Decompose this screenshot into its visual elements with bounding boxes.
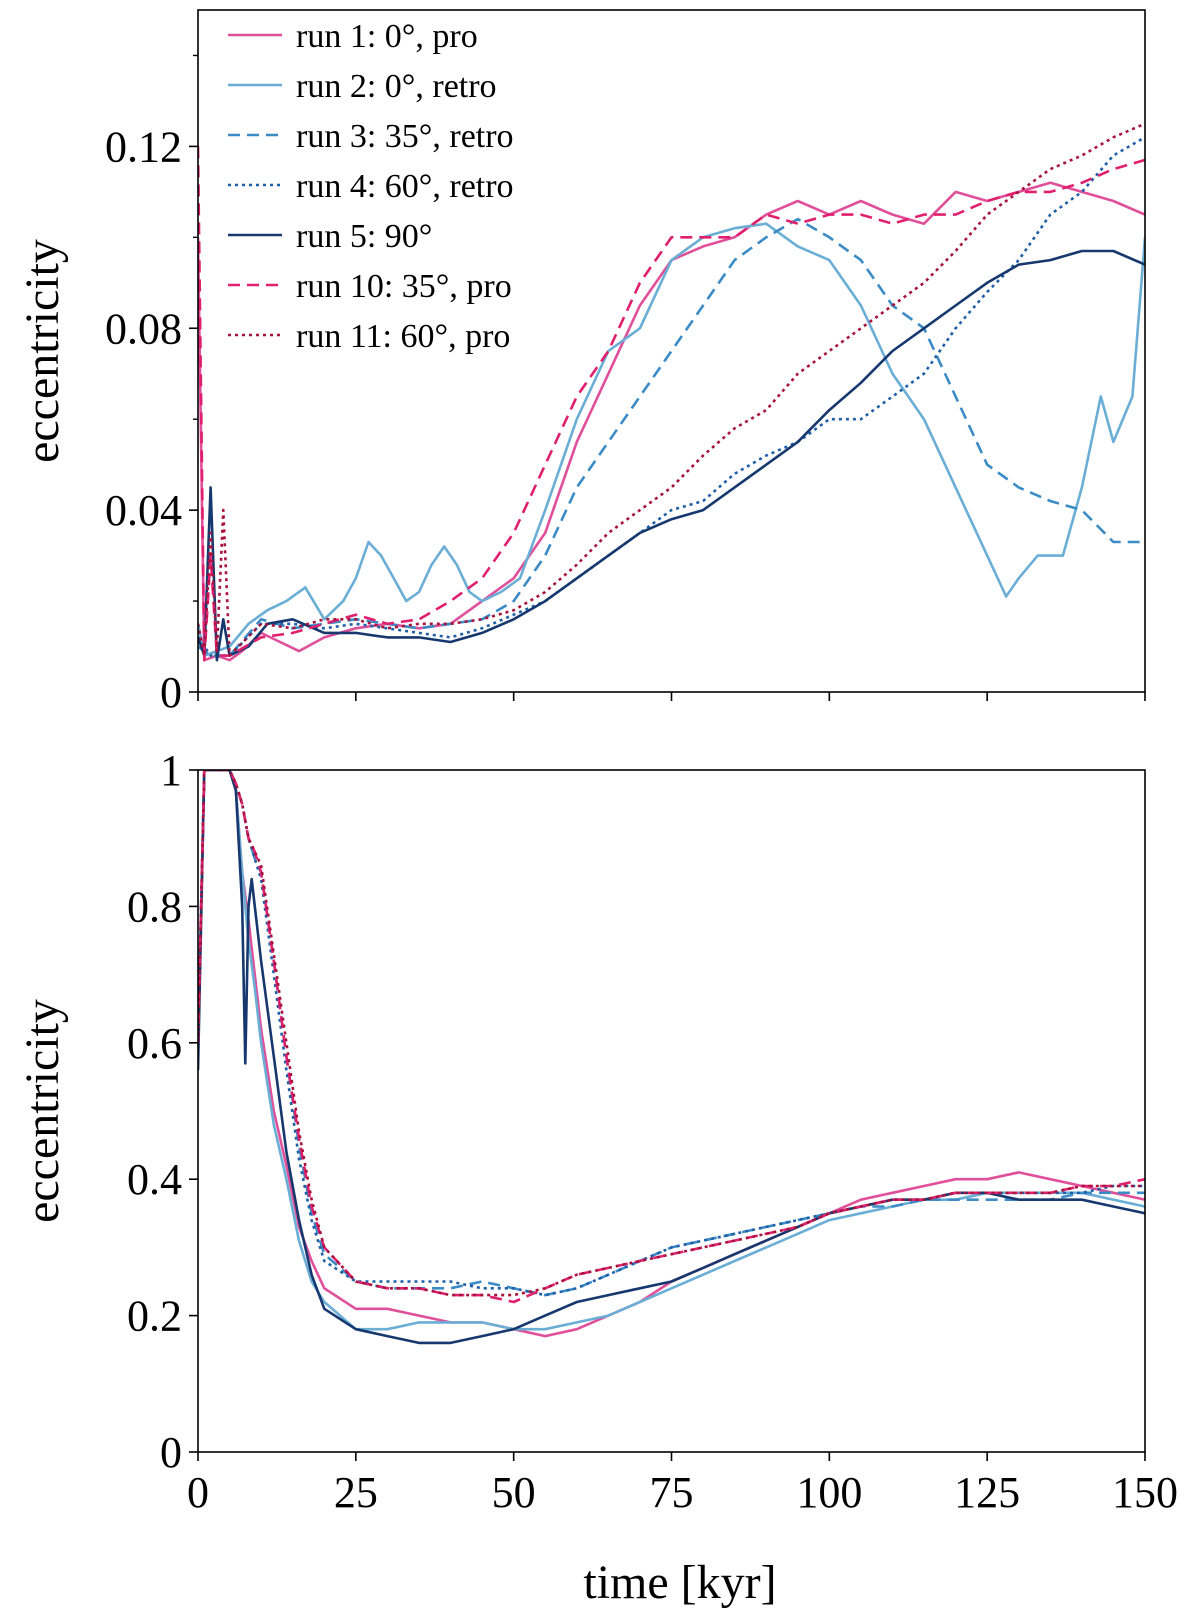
x-tick-label: 50 [492, 1468, 536, 1517]
bottom-panel: 0 0.2 0.4 0.6 0.8 1 0 25 50 75 100 125 150 eccentrici… [16, 746, 1178, 1517]
series-line-bottom-7 [198, 770, 1145, 1297]
series-line-top-6 [198, 146, 1145, 662]
series-line-bottom-6 [198, 770, 1145, 1304]
series-line-bottom-5 [198, 770, 1145, 1345]
legend: run 1: 0°, pro run 2: 0°, retro run 3: 35°… [228, 18, 514, 355]
x-tick-label: 75 [650, 1468, 694, 1517]
legend-label: run 4: 60°, retro [296, 168, 514, 205]
y-tick-label: 0.08 [105, 304, 182, 353]
series-line-top-1 [198, 181, 1145, 662]
series-line-bottom-1 [198, 770, 1145, 1338]
series-line-top-5 [198, 249, 1145, 662]
series-line-bottom-3 [198, 770, 1145, 1297]
y-tick-label: 0 [160, 668, 182, 717]
series-line-top-7 [198, 122, 1145, 657]
y-axis-label: eccentricity [16, 239, 69, 463]
top-panel: 0 0.04 0.08 0.12 eccentricity [16, 9, 1146, 717]
y-tick-label: 0.12 [105, 122, 182, 171]
y-tick-label: 0.4 [127, 1155, 182, 1204]
series-line-bottom-4 [198, 770, 1145, 1297]
series-line-top-4 [198, 136, 1145, 657]
legend-label: run 5: 90° [296, 218, 432, 255]
series-group [198, 122, 1145, 662]
x-tick-label: 100 [796, 1468, 862, 1517]
y-tick-label: 0.04 [105, 486, 182, 535]
y-tick-label: 0 [160, 1428, 182, 1477]
x-tick-label: 150 [1112, 1468, 1178, 1517]
x-tick-label: 0 [187, 1468, 209, 1517]
legend-label: run 1: 0°, pro [296, 18, 478, 55]
y-tick-label: 0.8 [127, 882, 182, 931]
legend-label: run 11: 60°, pro [296, 318, 510, 355]
legend-label: run 3: 35°, retro [296, 118, 514, 155]
legend-label: run 2: 0°, retro [296, 68, 497, 105]
y-tick-label: 0.6 [127, 1019, 182, 1068]
y-tick-label: 0.2 [127, 1292, 182, 1341]
series-line-top-2 [198, 222, 1145, 657]
y-axis-label: eccentricity [16, 999, 69, 1223]
series-line-bottom-2 [198, 770, 1145, 1331]
x-tick-label: 125 [954, 1468, 1020, 1517]
series-group [198, 770, 1145, 1345]
legend-label: run 10: 35°, pro [296, 268, 512, 305]
plot-frame [197, 769, 1146, 1453]
x-tick-label: 25 [334, 1468, 378, 1517]
x-axis-label: time [kyr] [583, 1556, 776, 1609]
y-tick-label: 1 [160, 746, 182, 795]
